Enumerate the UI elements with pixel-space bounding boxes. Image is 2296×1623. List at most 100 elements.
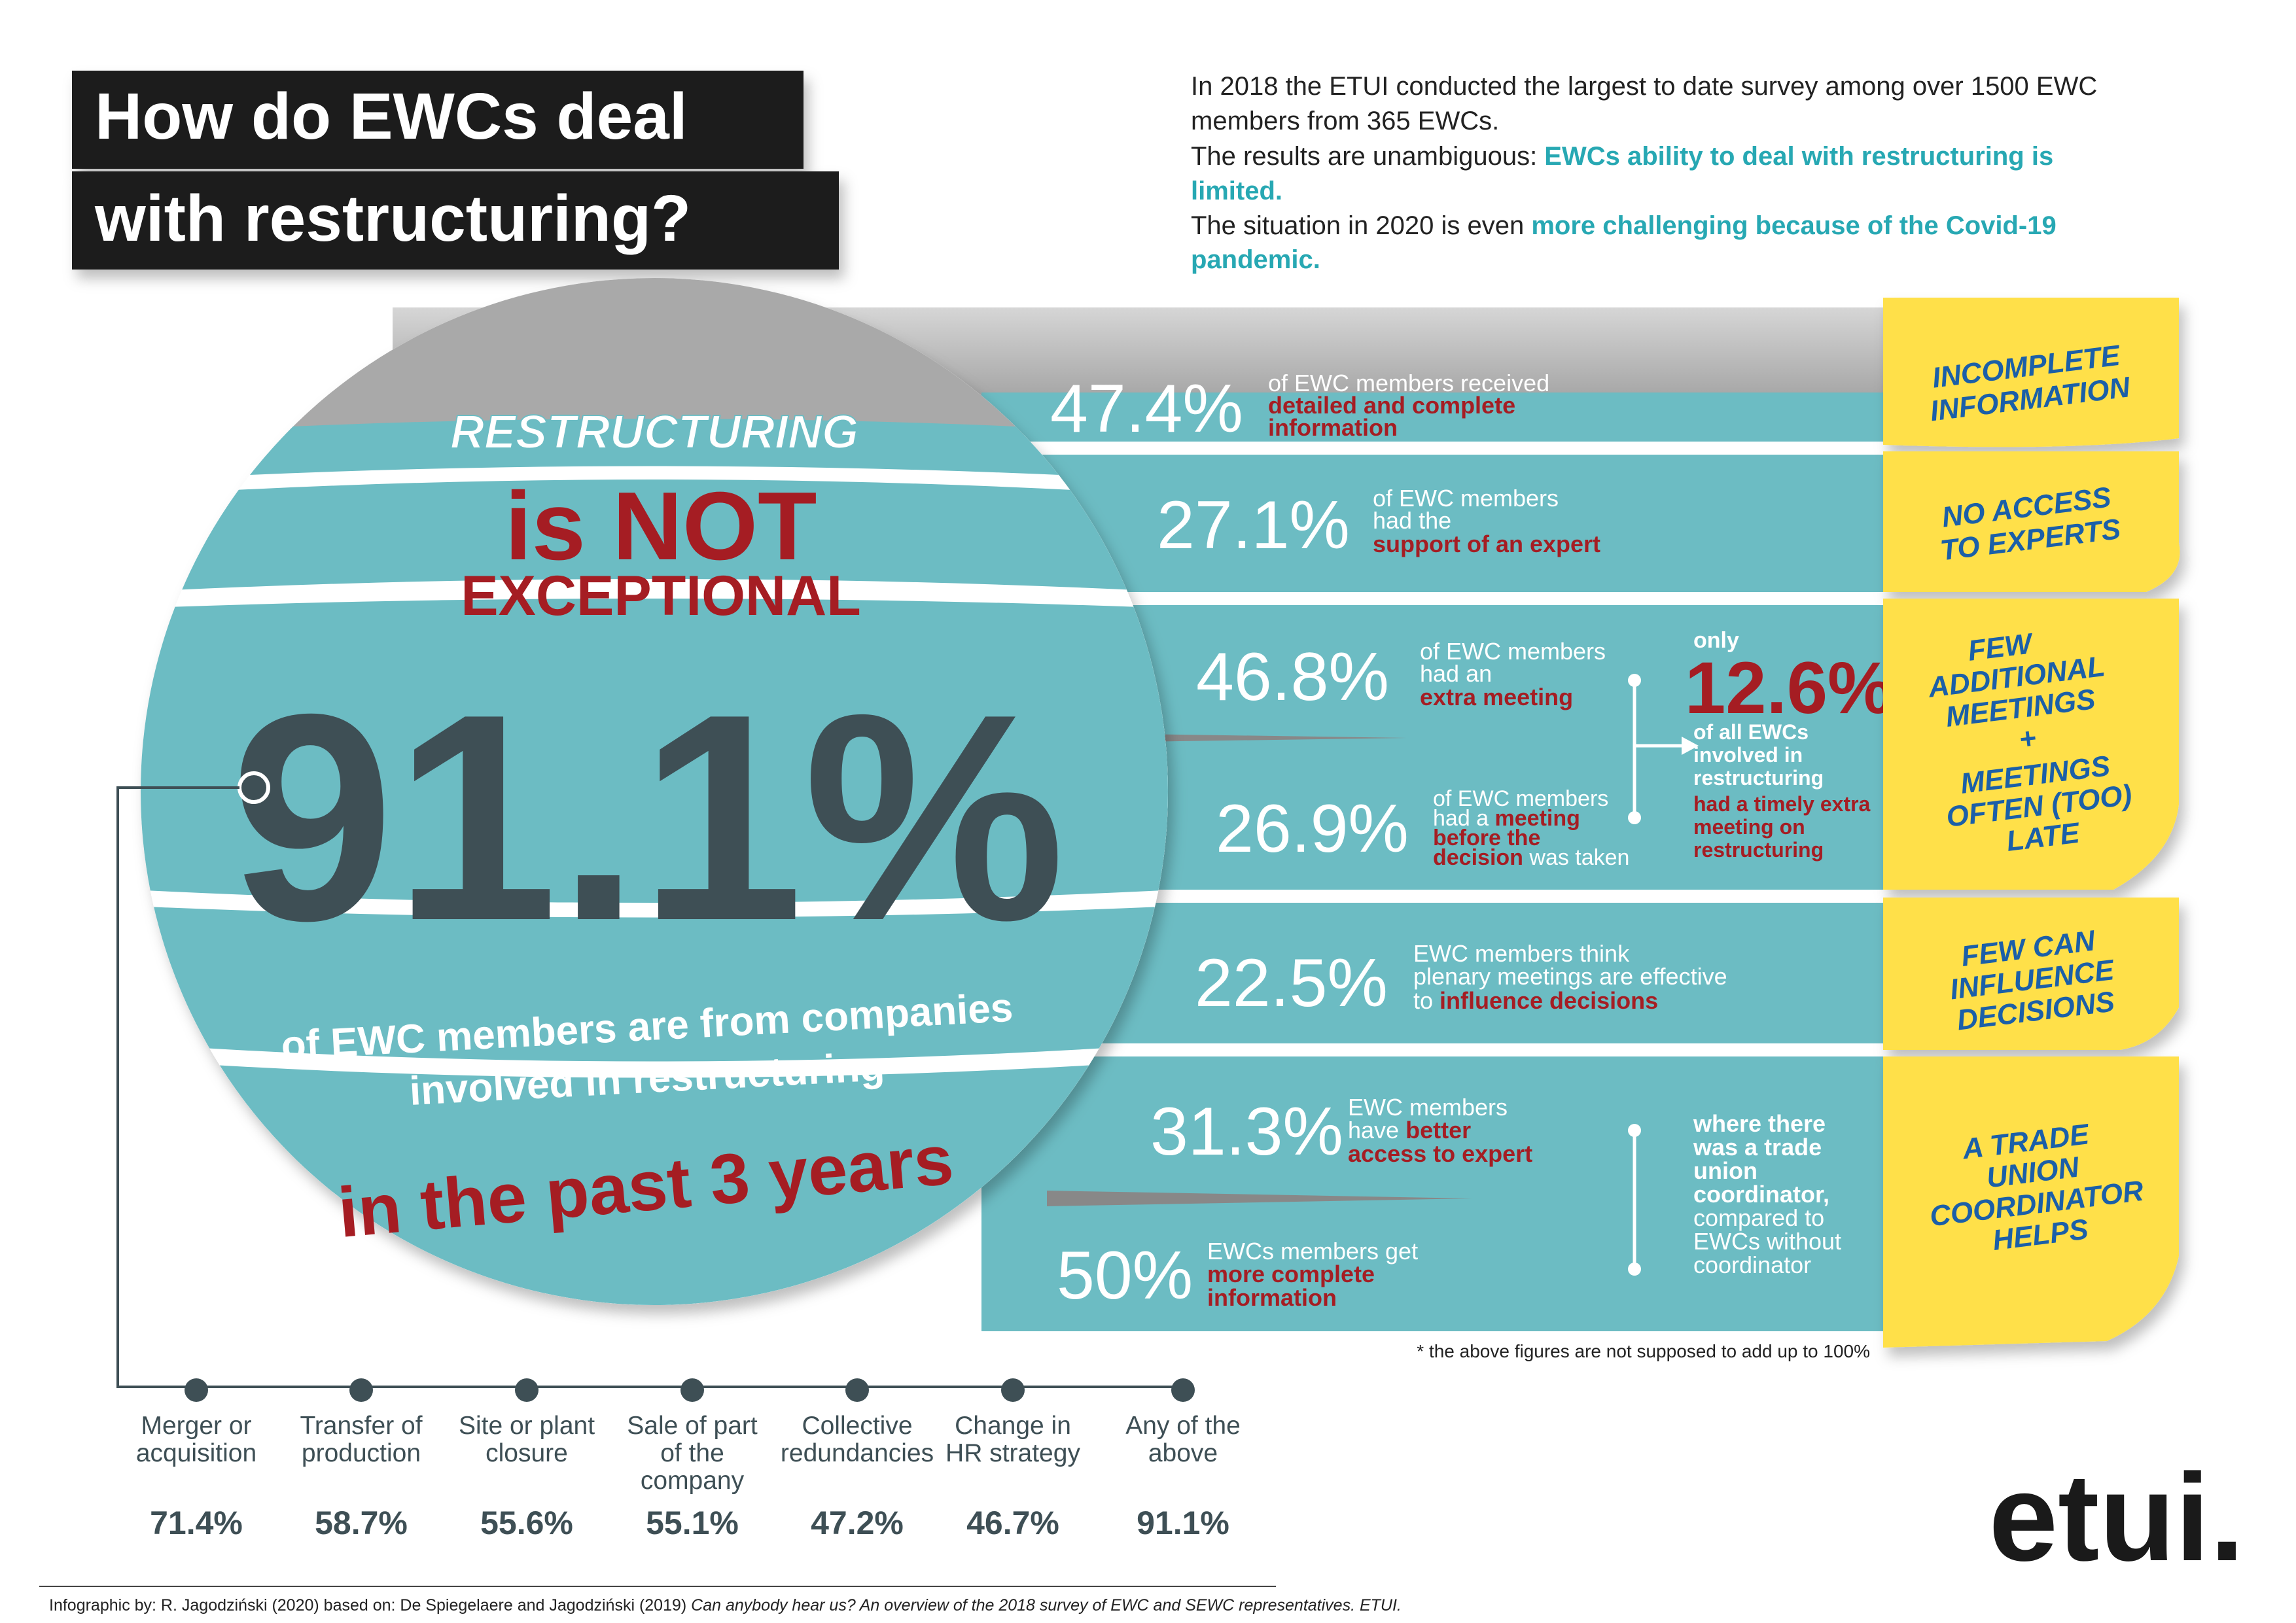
- type-label: production: [302, 1439, 421, 1467]
- ball-big-value: 91.1%: [230, 654, 1065, 982]
- type-label: Transfer of: [300, 1412, 422, 1440]
- title-block: How do EWCs deal with restructuring?: [72, 71, 839, 270]
- type-marker: [185, 1378, 208, 1402]
- timely-bracket-dot-bottom: [1628, 811, 1641, 824]
- stat-27-line1: of EWC members: [1373, 485, 1559, 512]
- stat-27-line3: support of an expert: [1373, 531, 1600, 557]
- stat-46-line3: extra meeting: [1420, 684, 1573, 710]
- timely-l1: of all EWCs: [1693, 720, 1809, 744]
- stat-bands: [393, 307, 1891, 1331]
- ball-stripe-2: [141, 480, 1168, 592]
- coordinator-bracket: [1628, 1124, 1641, 1276]
- timely-l3: restructuring: [1693, 766, 1824, 790]
- stat-47-line1: of EWC members received: [1268, 370, 1549, 396]
- stat-47-value: 47.4%: [1050, 371, 1243, 447]
- timely-l4: had a timely extra: [1693, 792, 1871, 816]
- stat-22: 22.5% EWC members think plenary meetings…: [1195, 940, 1727, 1021]
- band-1: [981, 393, 1891, 442]
- intro-text: In 2018 the ETUI conducted the largest t…: [1191, 72, 2097, 274]
- type-label: acquisition: [136, 1439, 256, 1467]
- note-no-access-experts: NO ACCESS TO EXPERTS: [1883, 451, 2180, 592]
- stat-22-line3: to influence decisions: [1413, 987, 1658, 1014]
- stat-46: 46.8% of EWC members had an extra meetin…: [1196, 638, 1606, 715]
- stat-50-line1: EWCs members get: [1207, 1238, 1418, 1265]
- title-bg-line1: [72, 71, 804, 169]
- timely-box: only 12.6% of all EWCs involved in restr…: [1685, 628, 1893, 862]
- ball-is-not: is NOT: [505, 472, 817, 580]
- note-line: FEW: [1966, 627, 2036, 667]
- intro-line5: The situation in 2020 is even more chall…: [1191, 211, 2057, 240]
- coordinator-l7: coordinator: [1693, 1251, 1811, 1278]
- type-label: HR strategy: [945, 1439, 1080, 1467]
- stat-31-line3: access to expert: [1348, 1140, 1532, 1167]
- stat-47: 47.4% of EWC members received detailed a…: [1050, 370, 1549, 447]
- stat-50: 50% EWCs members get more complete infor…: [1057, 1238, 1418, 1314]
- type-label: redundancies: [781, 1439, 934, 1467]
- sticky-notes: INCOMPLETE INFORMATION NO ACCESS TO EXPE…: [1883, 298, 2180, 1348]
- intro-line6: pandemic.: [1191, 245, 1320, 274]
- type-label: above: [1148, 1439, 1218, 1467]
- intro-line4: limited.: [1191, 177, 1282, 205]
- note-bg: [1883, 298, 2179, 447]
- type-value: 55.1%: [646, 1505, 739, 1541]
- note-bg: [1883, 451, 2180, 592]
- type-value: 46.7%: [966, 1505, 1059, 1541]
- type-marker: [680, 1378, 704, 1402]
- type-value: 58.7%: [315, 1505, 408, 1541]
- band-2: [981, 455, 1891, 592]
- coordinator-l4: coordinator,: [1693, 1181, 1829, 1208]
- title-line2: with restructuring?: [94, 182, 691, 255]
- timely-l5: meeting on: [1693, 815, 1805, 839]
- types-connector: [116, 786, 1191, 1388]
- stat-22-line1: EWC members think: [1413, 940, 1630, 967]
- intro-line1: In 2018 the ETUI conducted the largest t…: [1191, 72, 2097, 101]
- coordinator-l2: was a trade: [1693, 1134, 1822, 1161]
- type-value: 47.2%: [811, 1505, 904, 1541]
- coordinator-l1: where there: [1693, 1110, 1826, 1137]
- timely-bracket-dot-top: [1628, 674, 1641, 687]
- stat-31-line1: EWC members: [1348, 1094, 1508, 1121]
- coordinator-text: where there was a trade union coordinato…: [1693, 1110, 1841, 1278]
- stat-26-line1: of EWC members: [1433, 786, 1608, 811]
- timely-arrow-head: [1682, 737, 1699, 755]
- ball-restructuring: RESTRUCTURING: [450, 406, 858, 459]
- type-value: 55.6%: [480, 1505, 573, 1541]
- ball-stripe-4: [141, 906, 1168, 1062]
- stat-26-line3: before the: [1433, 826, 1540, 850]
- type-marker: [1001, 1378, 1025, 1402]
- note-bg: [1883, 1056, 2179, 1348]
- stat-26-line4: decision was taken: [1433, 845, 1629, 870]
- stat-22-line2: plenary meetings are effective: [1413, 963, 1727, 990]
- type-label: Change in: [955, 1412, 1071, 1440]
- type-label: Site or plant: [459, 1412, 595, 1440]
- type-label: Merger or: [141, 1412, 251, 1440]
- stat-27-value: 27.1%: [1157, 487, 1350, 563]
- type-marker: [515, 1378, 539, 1402]
- type-marker: [349, 1378, 373, 1402]
- stat-22-value: 22.5%: [1195, 945, 1388, 1021]
- slit-2: [1047, 1191, 1472, 1206]
- stat-26-line2: had a meeting: [1433, 806, 1580, 831]
- timely-bracket: [1628, 674, 1699, 824]
- stat-26: 26.9% of EWC members had a meeting befor…: [1216, 786, 1629, 870]
- restructuring-ball: RESTRUCTURING is NOT EXCEPTIONAL 91.1% o…: [141, 278, 1168, 1305]
- etui-logo: etui.: [1988, 1448, 2244, 1587]
- type-value: 71.4%: [150, 1505, 243, 1541]
- ball-exceptional: EXCEPTIONAL: [461, 565, 861, 627]
- stat-50-line2: more complete: [1207, 1261, 1375, 1287]
- type-label: Any of the: [1125, 1412, 1241, 1440]
- note-bg: [1883, 599, 2179, 890]
- stat-27-line2: had the: [1373, 507, 1451, 534]
- type-marker: [845, 1378, 869, 1402]
- stat-47-line2: detailed and complete: [1268, 392, 1515, 419]
- title-line1: How do EWCs deal: [95, 80, 688, 153]
- timely-only: only: [1693, 628, 1739, 653]
- note-few-meetings: FEW ADDITIONAL MEETINGS + MEETINGS OFTEN…: [1883, 599, 2179, 890]
- type-label: of the: [660, 1439, 724, 1467]
- type-marker: [1171, 1378, 1195, 1402]
- credit: Infographic by: R. Jagodziński (2020) ba…: [49, 1596, 1402, 1614]
- coordinator-l3: union: [1693, 1157, 1757, 1184]
- coordinator-bracket-dot-top: [1628, 1124, 1641, 1137]
